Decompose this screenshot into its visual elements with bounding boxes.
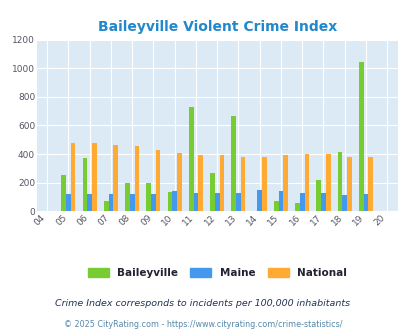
Bar	[66, 194, 70, 211]
Bar	[367, 157, 372, 211]
Bar	[167, 192, 172, 211]
Bar	[320, 193, 325, 211]
Bar	[346, 157, 351, 211]
Bar	[83, 158, 87, 211]
Bar	[341, 195, 346, 211]
Legend: Baileyville, Maine, National: Baileyville, Maine, National	[87, 268, 346, 278]
Bar	[156, 150, 160, 211]
Bar	[363, 194, 367, 211]
Bar	[108, 194, 113, 211]
Bar	[278, 191, 283, 211]
Bar	[113, 145, 118, 211]
Bar	[188, 107, 193, 211]
Bar	[177, 153, 181, 211]
Bar	[273, 201, 278, 211]
Bar	[210, 173, 214, 211]
Title: Baileyville Violent Crime Index: Baileyville Violent Crime Index	[97, 20, 336, 34]
Bar	[231, 116, 236, 211]
Text: Crime Index corresponds to incidents per 100,000 inhabitants: Crime Index corresponds to incidents per…	[55, 299, 350, 308]
Bar	[172, 191, 177, 211]
Bar	[104, 201, 108, 211]
Bar	[358, 62, 363, 211]
Bar	[283, 155, 287, 211]
Bar	[337, 152, 341, 211]
Bar	[198, 155, 202, 211]
Bar	[236, 193, 240, 211]
Bar	[130, 194, 134, 211]
Text: © 2025 CityRating.com - https://www.cityrating.com/crime-statistics/: © 2025 CityRating.com - https://www.city…	[64, 320, 341, 329]
Bar	[87, 194, 92, 211]
Bar	[151, 194, 156, 211]
Bar	[146, 182, 151, 211]
Bar	[299, 193, 304, 211]
Bar	[315, 181, 320, 211]
Bar	[294, 203, 299, 211]
Bar	[325, 154, 330, 211]
Bar	[240, 157, 245, 211]
Bar	[61, 176, 66, 211]
Bar	[193, 193, 198, 211]
Bar	[214, 193, 219, 211]
Bar	[92, 143, 96, 211]
Bar	[257, 190, 261, 211]
Bar	[125, 182, 130, 211]
Bar	[304, 154, 309, 211]
Bar	[219, 155, 224, 211]
Bar	[261, 157, 266, 211]
Bar	[70, 143, 75, 211]
Bar	[134, 146, 139, 211]
